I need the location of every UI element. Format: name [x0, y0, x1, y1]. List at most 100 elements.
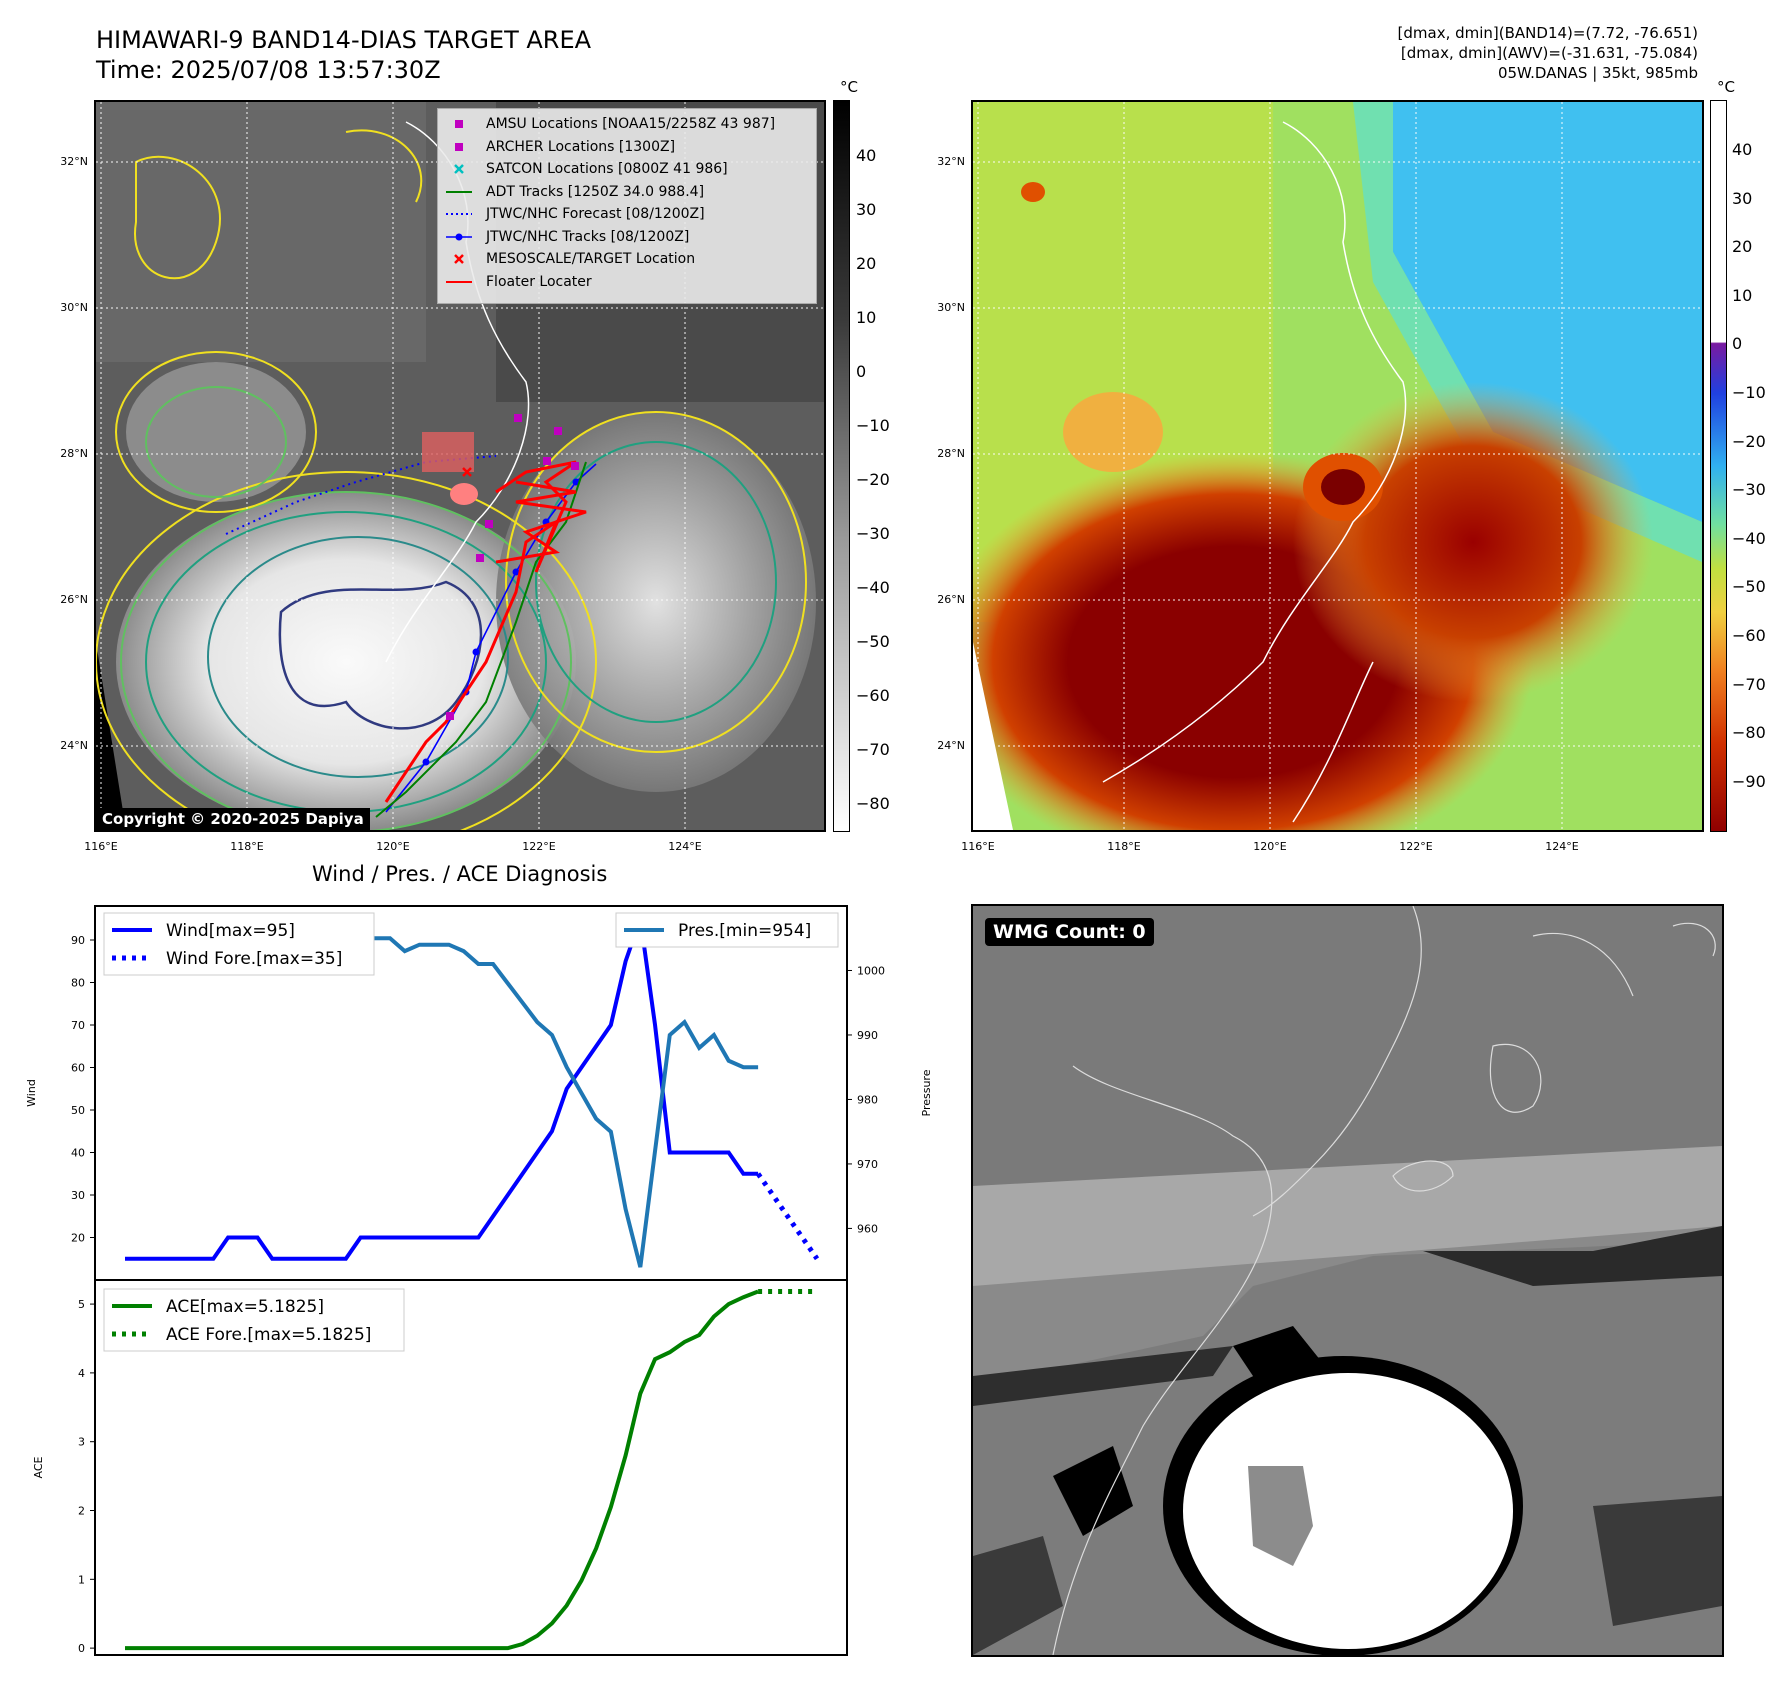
color-colorbar-tick: −70 — [1732, 674, 1766, 694]
map-legend: AMSU Locations [NOAA15/2258Z 43 987] ARCH… — [437, 108, 817, 304]
x-marker-icon — [446, 162, 472, 176]
gray-colorbar-tick: −20 — [856, 470, 890, 489]
storm-info: 05W.DANAS | 35kt, 985mb — [1497, 64, 1698, 82]
ace-tick-label: 4 — [78, 1367, 85, 1380]
lon-label: 118°E — [1107, 840, 1141, 853]
gray-colorbar-tick: −60 — [856, 686, 890, 705]
gray-colorbar-tick: 20 — [856, 254, 877, 273]
legend-entry: AMSU Locations [NOAA15/2258Z 43 987] — [446, 113, 808, 136]
legend-entry: ARCHER Locations [1300Z] — [446, 136, 808, 159]
band14-stats: [dmax, dmin](BAND14)=(7.72, -76.651) — [1397, 24, 1698, 42]
gray-colorbar-tick: −30 — [856, 524, 890, 543]
x-marker-icon — [446, 252, 472, 266]
pressure-tick-label: 970 — [857, 1158, 878, 1171]
color-colorbar-tick: 40 — [1732, 140, 1753, 159]
lat-label: 26°N — [60, 593, 88, 606]
lat-label: 28°N — [937, 447, 965, 460]
wind-tick-label: 20 — [71, 1232, 85, 1245]
wind-axis-label: Wind — [25, 1079, 38, 1107]
gray-colorbar-tick: 30 — [856, 200, 877, 219]
legend-label: JTWC/NHC Forecast [08/1200Z] — [486, 206, 705, 223]
wmg-count-label: WMG Count: 0 — [985, 918, 1154, 946]
pressure-tick-label: 960 — [857, 1222, 878, 1235]
gray-colorbar-tick: 40 — [856, 146, 877, 165]
color-colorbar-tick: 10 — [1732, 285, 1753, 305]
color-colorbar — [1710, 100, 1727, 832]
legend-label: ADT Tracks [1250Z 34.0 988.4] — [486, 183, 705, 200]
legend-label: Floater Locater — [486, 273, 592, 290]
line-marker-icon — [446, 185, 472, 199]
pressure-legend-label: Pres.[min=954] — [678, 921, 811, 941]
pressure-tick-label: 980 — [857, 1093, 878, 1106]
legend-entry: ADT Tracks [1250Z 34.0 988.4] — [446, 181, 808, 204]
wind-tick-label: 80 — [71, 977, 85, 990]
copyright-label: Copyright © 2020-2025 Dapiya — [96, 808, 370, 830]
gray-colorbar-tick: −50 — [856, 632, 890, 651]
pressure-tick-label: 1000 — [857, 964, 885, 977]
lon-label: 122°E — [1399, 840, 1433, 853]
wind-tick-label: 40 — [71, 1147, 85, 1160]
lat-label: 30°N — [937, 301, 965, 314]
color-colorbar-tick: 20 — [1732, 237, 1753, 257]
wmg-panel: WMG Count: 0 — [971, 904, 1724, 1657]
series-line-ace — [125, 1289, 759, 1651]
legend-label: SATCON Locations [0800Z 41 986] — [486, 161, 728, 178]
legend-entry: JTWC/NHC Tracks [08/1200Z] — [446, 226, 808, 249]
lon-label: 122°E — [522, 840, 556, 853]
ace-axis-label: ACE — [32, 1456, 45, 1478]
color-map-image — [973, 102, 1702, 830]
figure-time: Time: 2025/07/08 13:57:30Z — [96, 56, 441, 84]
color-colorbar-tick: 30 — [1732, 188, 1753, 208]
color-colorbar-tick: −90 — [1732, 771, 1766, 791]
lon-label: 120°E — [376, 840, 410, 853]
lat-label: 26°N — [937, 593, 965, 606]
color-colorbar-tick: −20 — [1732, 431, 1766, 451]
lon-label: 116°E — [961, 840, 995, 853]
wind-tick-label: 50 — [71, 1104, 85, 1117]
wind-tick-label: 90 — [71, 934, 85, 947]
gray-colorbar-unit: °C — [840, 78, 858, 96]
color-colorbar-tick: 0 — [1732, 334, 1743, 354]
ace-tick-label: 0 — [78, 1642, 85, 1655]
gray-colorbar-tick: −40 — [856, 578, 890, 597]
series-line-pres- — [125, 929, 759, 1268]
series-line-wind-fore- — [756, 1172, 820, 1261]
color-colorbar-tick: −60 — [1732, 626, 1766, 645]
ace-tick-label: 3 — [78, 1436, 85, 1449]
line-dot-marker-icon — [446, 230, 472, 244]
dotted-marker-icon — [446, 207, 472, 221]
ace-tick-label: 2 — [78, 1505, 85, 1518]
series-line-wind — [125, 918, 759, 1261]
pressure-tick-label: 990 — [857, 1029, 878, 1042]
gray-colorbar — [833, 100, 850, 832]
lat-label: 30°N — [60, 301, 88, 314]
wind-legend-box — [103, 912, 375, 976]
legend-label: JTWC/NHC Tracks [08/1200Z] — [486, 228, 690, 245]
pressure-axis-label: Pressure — [920, 1069, 933, 1116]
legend-entry: JTWC/NHC Forecast [08/1200Z] — [446, 203, 808, 226]
ace-forecast-legend-label: ACE Fore.[max=5.1825] — [166, 1325, 371, 1345]
gray-colorbar-tick: −80 — [856, 794, 890, 813]
legend-entry: Floater Locater — [446, 271, 808, 294]
legend-label: ARCHER Locations [1300Z] — [486, 138, 676, 155]
lon-label: 120°E — [1253, 840, 1287, 853]
wind-tick-label: 70 — [71, 1019, 85, 1032]
legend-label: AMSU Locations [NOAA15/2258Z 43 987] — [486, 116, 776, 133]
ace-tick-label: 1 — [78, 1573, 85, 1586]
wind-tick-label: 30 — [71, 1189, 85, 1202]
gray-colorbar-tick: 0 — [856, 362, 867, 381]
ace-legend-box — [103, 1288, 405, 1352]
ace-legend-label: ACE[max=5.1825] — [166, 1297, 324, 1317]
ace-tick-label: 5 — [78, 1298, 85, 1311]
color-map-panel — [971, 100, 1704, 832]
color-colorbar-tick: −10 — [1732, 383, 1766, 402]
gray-colorbar-tick: 10 — [856, 308, 877, 327]
wind-legend-label: Wind[max=95] — [166, 921, 295, 941]
color-colorbar-unit: °C — [1717, 78, 1735, 96]
lat-label: 28°N — [60, 447, 88, 460]
lon-label: 116°E — [84, 840, 118, 853]
lat-label: 24°N — [60, 739, 88, 752]
lon-label: 124°E — [1545, 840, 1579, 853]
square-marker-icon — [446, 117, 472, 131]
color-colorbar-tick: −40 — [1732, 528, 1766, 548]
